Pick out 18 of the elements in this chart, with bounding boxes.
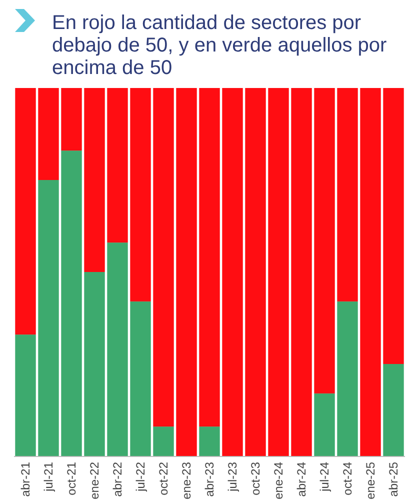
x-tick-label: jul-24 xyxy=(318,462,332,492)
x-tick-label: ene-22 xyxy=(88,462,102,500)
x-tick-label: ene-24 xyxy=(272,462,286,500)
x-tick-label: abr-24 xyxy=(294,462,308,497)
x-tick-label: ene-25 xyxy=(364,462,378,500)
x-tick-label: oct-22 xyxy=(156,462,170,496)
x-tick-label: oct-24 xyxy=(340,462,354,496)
x-tick-label: oct-21 xyxy=(64,462,78,496)
x-tick-label: jul-21 xyxy=(42,462,56,492)
x-tick-label: ene-23 xyxy=(180,462,194,500)
x-tick-label: oct-23 xyxy=(248,462,262,496)
x-tick-label: abr-23 xyxy=(202,462,216,497)
x-tick-label: abr-25 xyxy=(386,462,400,497)
x-tick-label: jul-23 xyxy=(226,462,240,492)
x-tick-label: abr-22 xyxy=(110,462,124,497)
x-tick-label: abr-21 xyxy=(18,462,32,497)
chart-title: En rojo la cantidad de sectores por debajo de 50, y en verde aquellos por encima de 50 xyxy=(52,12,388,79)
x-tick-label: jul-22 xyxy=(134,462,148,492)
